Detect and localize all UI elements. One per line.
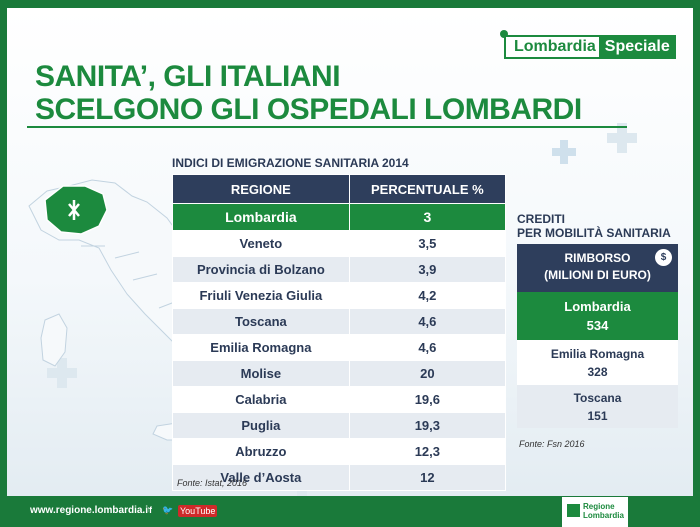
credits-row: Toscana 151: [517, 384, 678, 428]
percent-cell: 4,6: [348, 334, 507, 361]
table-row: Abruzzo 12,3: [172, 438, 507, 465]
table-row: Valle d’Aosta 12: [172, 464, 507, 491]
credits-value: 328: [587, 365, 608, 379]
table-row: Puglia 19,3: [172, 412, 507, 439]
credits-header-line-1: RIMBORSO: [564, 251, 631, 265]
logo-dot-icon: [500, 30, 508, 38]
youtube-icon[interactable]: YouTube: [178, 505, 218, 517]
title-line-1: SANITA’, GLI ITALIANI: [35, 60, 341, 93]
region-cell: Emilia Romagna: [172, 334, 350, 361]
percent-cell: 3,9: [348, 256, 507, 283]
column-header-percent: PERCENTUALE %: [348, 174, 507, 204]
table-row: Friuli Venezia Giulia 4,2: [172, 282, 507, 309]
table-row: Veneto 3,5: [172, 230, 507, 257]
website-link[interactable]: www.regione.lombardia.it: [30, 505, 152, 516]
page-title: SANITA’, GLI ITALIANI SCELGONO GLI OSPED…: [35, 60, 582, 126]
region-cell: Puglia: [172, 412, 350, 439]
credits-table: RIMBORSO (MILIONI DI EURO) $ Lombardia 5…: [517, 244, 678, 428]
percent-cell: 12,3: [348, 438, 507, 465]
region-cell: Friuli Venezia Giulia: [172, 282, 350, 309]
logo-part-1: Lombardia: [504, 35, 599, 59]
emigration-table: REGIONE PERCENTUALE % Lombardia 3 Veneto 3…: [172, 174, 507, 491]
lombardia-region-highlight: [44, 185, 108, 235]
table-row: Toscana 4,6: [172, 308, 507, 335]
percent-cell: 19,6: [348, 386, 507, 413]
regione-logo-text: Regione Lombardia: [583, 502, 624, 520]
region-cell: Veneto: [172, 230, 350, 257]
regione-logo-line-2: Lombardia: [583, 511, 624, 520]
credits-heading-line-2: PER MOBILITÀ SANITARIA: [517, 226, 671, 240]
credits-source-note: Fonte: Fsn 2016: [519, 439, 585, 449]
regione-lombardia-logo: Regione Lombardia: [562, 497, 628, 527]
region-cell: Provincia di Bolzano: [172, 256, 350, 283]
credits-row: Lombardia 534: [517, 292, 678, 340]
content-card: SANITA’, GLI ITALIANI SCELGONO GLI OSPED…: [7, 8, 693, 496]
percent-cell: 4,2: [348, 282, 507, 309]
table-row: Provincia di Bolzano 3,9: [172, 256, 507, 283]
table-row: Molise 20: [172, 360, 507, 387]
region-cell: Abruzzo: [172, 438, 350, 465]
emigration-table-heading: INDICI DI EMIGRAZIONE SANITARIA 2014: [172, 156, 409, 170]
regione-logo-line-1: Regione: [583, 502, 615, 511]
region-cell: Valle d’Aosta: [172, 464, 350, 491]
percent-cell: 4,6: [348, 308, 507, 335]
logo-part-2: Speciale: [598, 35, 676, 59]
emigration-source-note: Fonte: Istat, 2016: [177, 478, 248, 488]
credits-region: Emilia Romagna: [550, 347, 645, 361]
credits-value: 534: [586, 318, 609, 333]
table-row: Calabria 19,6: [172, 386, 507, 413]
credits-row: Emilia Romagna 328: [517, 340, 678, 384]
table-header-row: REGIONE PERCENTUALE %: [172, 174, 507, 204]
region-cell: Toscana: [172, 308, 350, 335]
twitter-icon[interactable]: 🐦: [162, 505, 174, 515]
percent-cell: 20: [348, 360, 507, 387]
lombardia-speciale-logo: Lombardia Speciale: [504, 35, 676, 59]
percent-cell: 19,3: [348, 412, 507, 439]
money-bag-icon: $: [655, 249, 672, 266]
regione-logo-mark-icon: [567, 504, 580, 517]
table-row: Lombardia 3: [172, 203, 507, 231]
title-line-2: SCELGONO GLI OSPEDALI LOMBARDI: [35, 93, 582, 126]
credits-table-header: RIMBORSO (MILIONI DI EURO) $: [517, 244, 678, 292]
credits-header-line-2: (MILIONI DI EURO): [544, 268, 651, 282]
region-cell: Calabria: [172, 386, 350, 413]
title-divider: [27, 126, 627, 128]
credits-value: 151: [587, 409, 608, 423]
percent-cell: 12: [348, 464, 507, 491]
credits-region: Toscana: [573, 391, 622, 405]
credits-heading: CREDITI PER MOBILITÀ SANITARIA: [517, 212, 671, 240]
credits-heading-line-1: CREDITI: [517, 212, 565, 226]
percent-cell: 3: [348, 203, 507, 231]
region-cell: Molise: [172, 360, 350, 387]
region-cell: Lombardia: [172, 203, 350, 231]
column-header-region: REGIONE: [172, 174, 350, 204]
facebook-icon[interactable]: f: [149, 505, 159, 517]
percent-cell: 3,5: [348, 230, 507, 257]
table-row: Emilia Romagna 4,6: [172, 334, 507, 361]
credits-region: Lombardia: [564, 299, 631, 314]
